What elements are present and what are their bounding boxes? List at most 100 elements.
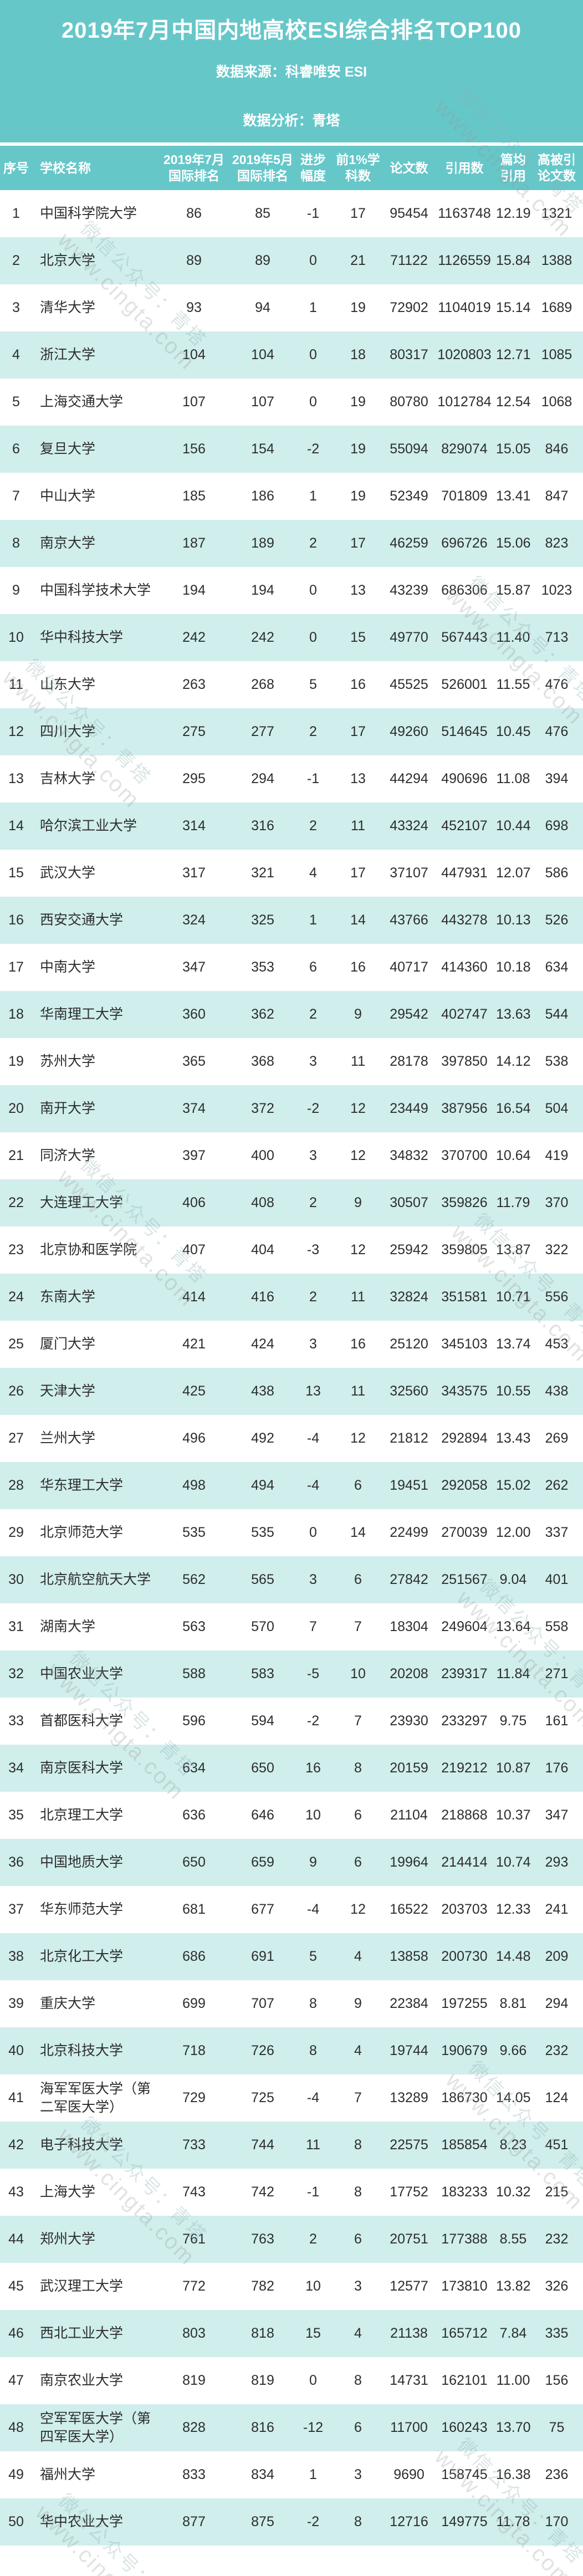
cell-rank-may-2019: 372 — [251, 1101, 274, 1117]
cell-progress: -2 — [306, 441, 320, 457]
table-row: 25 厦门大学 421 424 3 16 25120 345103 13.74 453 — [0, 1321, 583, 1368]
cell-rank-jul-2019: 107 — [182, 394, 206, 410]
cell-rank-may-2019: 646 — [251, 1807, 274, 1823]
cell-papers: 20751 — [390, 2231, 428, 2247]
cell-progress: -5 — [306, 1666, 320, 1682]
cell-citations: 292894 — [441, 1430, 488, 1447]
cell-school-name: 东南大学 — [40, 1289, 96, 1305]
cell-progress: 0 — [309, 1525, 317, 1541]
cell-highly-cited-papers: 713 — [545, 630, 569, 646]
cell-citations-per-paper: 10.44 — [496, 818, 531, 834]
cell-top1pct-subjects: 9 — [354, 1996, 362, 2012]
cell-papers: 45525 — [390, 677, 428, 693]
cell-highly-cited-papers: 847 — [545, 488, 569, 504]
cell-rank: 39 — [8, 1996, 24, 2012]
cell-progress: -12 — [303, 2420, 324, 2436]
cell-papers: 80317 — [390, 347, 428, 363]
cell-rank: 8 — [12, 535, 20, 551]
cell-rank-jul-2019: 421 — [182, 1336, 206, 1352]
column-header-papers: 论文数 — [385, 146, 433, 190]
cell-school-name: 华东师范大学 — [40, 1902, 124, 1918]
table-row: 32 中国农业大学 588 583 -5 10 20208 239317 11.84 271 — [0, 1650, 583, 1698]
cell-papers: 13289 — [390, 2090, 428, 2106]
cell-rank: 4 — [12, 347, 20, 363]
cell-rank: 12 — [8, 724, 24, 740]
cell-rank-jul-2019: 562 — [182, 1572, 206, 1588]
table-row: 34 南京医科大学 634 650 16 8 20159 219212 10.87 176 — [0, 1745, 583, 1792]
cell-citations-per-paper: 15.14 — [496, 300, 531, 316]
cell-citations: 701809 — [441, 488, 488, 504]
cell-top1pct-subjects: 16 — [350, 677, 366, 693]
cell-rank: 14 — [8, 818, 24, 834]
cell-top1pct-subjects: 12 — [350, 1148, 366, 1164]
cell-citations-per-paper: 12.71 — [496, 347, 531, 363]
cell-highly-cited-papers: 504 — [545, 1101, 569, 1117]
cell-citations-per-paper: 13.87 — [496, 1242, 531, 1258]
cell-citations-per-paper: 15.06 — [496, 535, 531, 551]
cell-rank-may-2019: 277 — [251, 724, 274, 740]
cell-top1pct-subjects: 10 — [350, 1666, 366, 1682]
cell-citations-per-paper: 10.18 — [496, 959, 531, 975]
cell-rank-may-2019: 154 — [251, 441, 274, 457]
cell-rank-jul-2019: 588 — [182, 1666, 206, 1682]
cell-citations-per-paper: 10.32 — [496, 2184, 531, 2200]
cell-highly-cited-papers: 124 — [545, 2090, 569, 2106]
cell-rank-may-2019: 294 — [251, 771, 274, 787]
cell-rank-jul-2019: 699 — [182, 1996, 206, 2012]
cell-rank-may-2019: 316 — [251, 818, 274, 834]
cell-top1pct-subjects: 17 — [350, 535, 366, 551]
cell-school-name: 西安交通大学 — [40, 912, 124, 928]
cell-papers: 12577 — [390, 2278, 428, 2294]
cell-rank-jul-2019: 733 — [182, 2137, 206, 2153]
cell-citations-per-paper: 10.37 — [496, 1807, 531, 1823]
cell-progress: -4 — [306, 2090, 320, 2106]
cell-rank-may-2019: 725 — [251, 2090, 274, 2106]
cell-rank-jul-2019: 718 — [182, 2043, 206, 2059]
cell-progress: 2 — [309, 1195, 317, 1211]
cell-top1pct-subjects: 11 — [351, 1289, 365, 1305]
table-row: 45 武汉理工大学 772 782 10 3 12577 173810 13.82 326 — [0, 2263, 583, 2310]
cell-citations: 387956 — [441, 1101, 488, 1117]
table-row: 13 吉林大学 295 294 -1 13 44294 490696 11.08 394 — [0, 755, 583, 803]
cell-papers: 44294 — [390, 771, 428, 787]
cell-papers: 9690 — [393, 2467, 425, 2483]
table-row: 8 南京大学 187 189 2 17 46259 696726 15.06 823 — [0, 520, 583, 567]
cell-papers: 37107 — [390, 865, 428, 881]
cell-school-name: 南京农业大学 — [40, 2373, 124, 2389]
cell-citations: 490696 — [441, 771, 488, 787]
cell-rank-jul-2019: 772 — [182, 2278, 206, 2294]
cell-rank: 35 — [8, 1807, 24, 1823]
cell-papers: 49260 — [390, 724, 428, 740]
cell-rank-may-2019: 742 — [251, 2184, 274, 2200]
table-row: 30 北京航空航天大学 562 565 3 6 27842 251567 9.04 401 — [0, 1556, 583, 1603]
cell-progress: 0 — [309, 2373, 317, 2389]
table-row: 4 浙江大学 104 104 0 18 80317 1020803 12.71 1085 — [0, 331, 583, 379]
cell-citations-per-paper: 7.84 — [499, 2325, 527, 2342]
cell-highly-cited-papers: 1085 — [541, 347, 572, 363]
cell-top1pct-subjects: 8 — [354, 2184, 362, 2200]
cell-progress: 6 — [309, 959, 317, 975]
table-body: 1 中国科学院大学 86 85 -1 17 95454 1163748 12.19 1321 2 北京… — [0, 190, 583, 2546]
cell-citations: 397850 — [441, 1054, 488, 1070]
cell-top1pct-subjects: 3 — [354, 2467, 362, 2483]
cell-highly-cited-papers: 269 — [545, 1430, 569, 1447]
cell-papers: 95454 — [390, 206, 428, 222]
cell-rank-jul-2019: 819 — [182, 2373, 206, 2389]
table-row: 28 华东理工大学 498 494 -4 6 19451 292058 15.02 262 — [0, 1462, 583, 1509]
cell-papers: 52349 — [390, 488, 428, 504]
cell-rank-may-2019: 353 — [251, 959, 274, 975]
cell-citations-per-paper: 13.74 — [496, 1336, 531, 1352]
cell-rank-may-2019: 416 — [251, 1289, 274, 1305]
banner-table-divider — [0, 142, 583, 146]
table-row: 26 天津大学 425 438 13 11 32560 343575 10.55 438 — [0, 1368, 583, 1415]
cell-citations: 343575 — [441, 1383, 488, 1399]
cell-rank-jul-2019: 803 — [182, 2325, 206, 2342]
cell-rank-jul-2019: 634 — [182, 1760, 206, 1776]
table-row: 27 兰州大学 496 492 -4 12 21812 292894 13.43 269 — [0, 1415, 583, 1462]
cell-rank: 43 — [8, 2184, 24, 2200]
cell-progress: 1 — [309, 488, 317, 504]
cell-rank-jul-2019: 743 — [182, 2184, 206, 2200]
cell-citations-per-paper: 16.38 — [496, 2467, 531, 2483]
cell-papers: 40717 — [390, 959, 428, 975]
